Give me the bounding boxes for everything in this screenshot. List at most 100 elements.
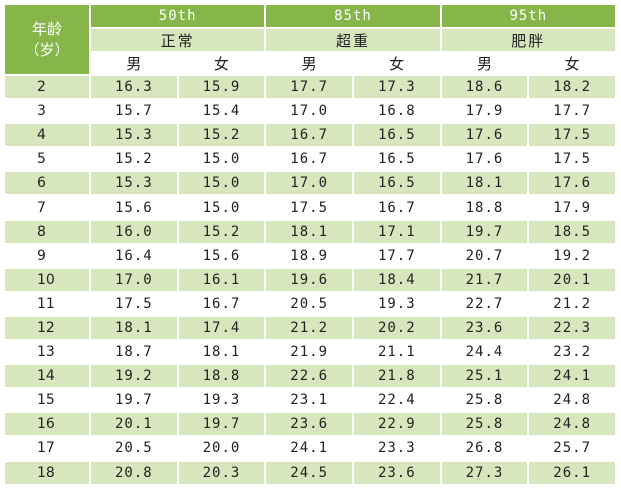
bmi-value-cell: 16.7 (266, 124, 352, 147)
bmi-value-cell: 17.6 (529, 172, 615, 195)
bmi-value-cell: 16.7 (178, 292, 265, 315)
table-row: 4 15.3 15.2 16.7 16.5 17.6 17.5 (5, 124, 615, 147)
table-row: 12 18.1 17.4 21.2 20.2 23.6 22.3 (5, 316, 615, 340)
bmi-value-cell: 20.5 (91, 437, 177, 460)
bmi-value-cell: 23.6 (266, 413, 352, 436)
bmi-value-cell: 20.2 (353, 316, 440, 340)
bmi-value-cell: 21.2 (529, 292, 615, 315)
age-cell: 8 (5, 220, 89, 243)
bmi-value-cell: 18.9 (266, 244, 352, 267)
age-cell: 10 (5, 268, 89, 291)
bmi-value-cell: 21.9 (266, 341, 352, 364)
bmi-value-cell: 15.0 (178, 148, 265, 171)
table-row: 17 20.5 20.0 24.1 23.3 26.8 25.7 (5, 437, 615, 460)
age-cell: 11 (5, 292, 89, 315)
age-cell: 17 (5, 437, 89, 460)
bmi-value-cell: 17.1 (353, 220, 440, 243)
bmi-value-cell: 18.8 (441, 196, 528, 219)
table-row: 18 20.8 20.3 24.5 23.6 27.3 26.1 (5, 461, 615, 484)
bmi-value-cell: 15.6 (91, 196, 177, 219)
bmi-value-cell: 20.1 (529, 268, 615, 291)
bmi-value-cell: 16.1 (178, 268, 265, 291)
bmi-value-cell: 17.5 (91, 292, 177, 315)
bmi-value-cell: 22.4 (353, 389, 440, 412)
percentile-header-95th: 95th (441, 5, 615, 27)
table-body: 2 16.3 15.9 17.7 17.3 18.6 18.2 3 15.7 15.4 17.0 16… (5, 76, 615, 484)
sex-header-female: 女 (529, 53, 615, 74)
bmi-table-container: 年龄 （岁） 50th 85th 95th 正常 超重 肥胖 男 女 男 女 男… (3, 3, 617, 484)
bmi-value-cell: 18.1 (178, 341, 265, 364)
bmi-value-cell: 15.0 (178, 172, 265, 195)
bmi-value-cell: 15.6 (178, 244, 265, 267)
bmi-value-cell: 18.6 (441, 76, 528, 99)
age-cell: 6 (5, 172, 89, 195)
bmi-value-cell: 22.9 (353, 413, 440, 436)
bmi-value-cell: 26.8 (441, 437, 528, 460)
bmi-value-cell: 21.7 (441, 268, 528, 291)
bmi-value-cell: 17.9 (441, 100, 528, 123)
bmi-value-cell: 18.1 (266, 220, 352, 243)
age-header-line2: （岁） (24, 40, 70, 59)
table-row: 14 19.2 18.8 22.6 21.8 25.1 24.1 (5, 365, 615, 388)
bmi-value-cell: 20.0 (178, 437, 265, 460)
age-cell: 14 (5, 365, 89, 388)
percentile-header-50th: 50th (91, 5, 265, 27)
bmi-value-cell: 17.0 (266, 100, 352, 123)
bmi-value-cell: 24.5 (266, 461, 352, 484)
bmi-value-cell: 20.7 (441, 244, 528, 267)
bmi-value-cell: 19.6 (266, 268, 352, 291)
bmi-value-cell: 16.7 (353, 196, 440, 219)
table-row: 16 20.1 19.7 23.6 22.9 25.8 24.8 (5, 413, 615, 436)
bmi-value-cell: 21.1 (353, 341, 440, 364)
bmi-value-cell: 19.2 (91, 365, 177, 388)
bmi-value-cell: 15.3 (91, 172, 177, 195)
table-row: 3 15.7 15.4 17.0 16.8 17.9 17.7 (5, 100, 615, 123)
category-header-overweight: 超重 (266, 29, 440, 51)
bmi-value-cell: 24.1 (266, 437, 352, 460)
bmi-value-cell: 18.1 (91, 316, 177, 340)
bmi-value-cell: 22.3 (529, 316, 615, 340)
bmi-value-cell: 17.0 (266, 172, 352, 195)
bmi-value-cell: 16.4 (91, 244, 177, 267)
category-header-normal: 正常 (91, 29, 265, 51)
bmi-value-cell: 21.2 (266, 316, 352, 340)
bmi-value-cell: 24.8 (529, 389, 615, 412)
sex-header-female: 女 (353, 53, 440, 74)
table-row: 7 15.6 15.0 17.5 16.7 18.8 17.9 (5, 196, 615, 219)
bmi-value-cell: 25.8 (441, 389, 528, 412)
age-cell: 15 (5, 389, 89, 412)
bmi-value-cell: 19.3 (178, 389, 265, 412)
sex-header-male: 男 (441, 53, 528, 74)
bmi-value-cell: 16.3 (91, 76, 177, 99)
bmi-value-cell: 24.8 (529, 413, 615, 436)
age-cell: 12 (5, 316, 89, 340)
age-cell: 2 (5, 76, 89, 99)
bmi-value-cell: 15.4 (178, 100, 265, 123)
bmi-value-cell: 27.3 (441, 461, 528, 484)
bmi-value-cell: 18.1 (441, 172, 528, 195)
bmi-value-cell: 23.1 (266, 389, 352, 412)
bmi-value-cell: 16.7 (266, 148, 352, 171)
bmi-value-cell: 17.6 (441, 148, 528, 171)
table-row: 13 18.7 18.1 21.9 21.1 24.4 23.2 (5, 341, 615, 364)
bmi-value-cell: 18.7 (91, 341, 177, 364)
bmi-value-cell: 25.1 (441, 365, 528, 388)
bmi-value-cell: 17.0 (91, 268, 177, 291)
bmi-value-cell: 15.0 (178, 196, 265, 219)
bmi-value-cell: 24.4 (441, 341, 528, 364)
category-header-obese: 肥胖 (441, 29, 615, 51)
age-cell: 5 (5, 148, 89, 171)
bmi-value-cell: 22.7 (441, 292, 528, 315)
bmi-value-cell: 26.1 (529, 461, 615, 484)
bmi-value-cell: 23.6 (353, 461, 440, 484)
sex-header-male: 男 (266, 53, 352, 74)
bmi-percentile-table: 年龄 （岁） 50th 85th 95th 正常 超重 肥胖 男 女 男 女 男… (3, 3, 617, 486)
bmi-value-cell: 15.9 (178, 76, 265, 99)
bmi-value-cell: 19.7 (178, 413, 265, 436)
bmi-value-cell: 17.9 (529, 196, 615, 219)
bmi-value-cell: 25.7 (529, 437, 615, 460)
age-cell: 18 (5, 461, 89, 484)
bmi-value-cell: 17.5 (529, 148, 615, 171)
age-column-header: 年龄 （岁） (5, 5, 89, 74)
bmi-value-cell: 17.7 (266, 76, 352, 99)
